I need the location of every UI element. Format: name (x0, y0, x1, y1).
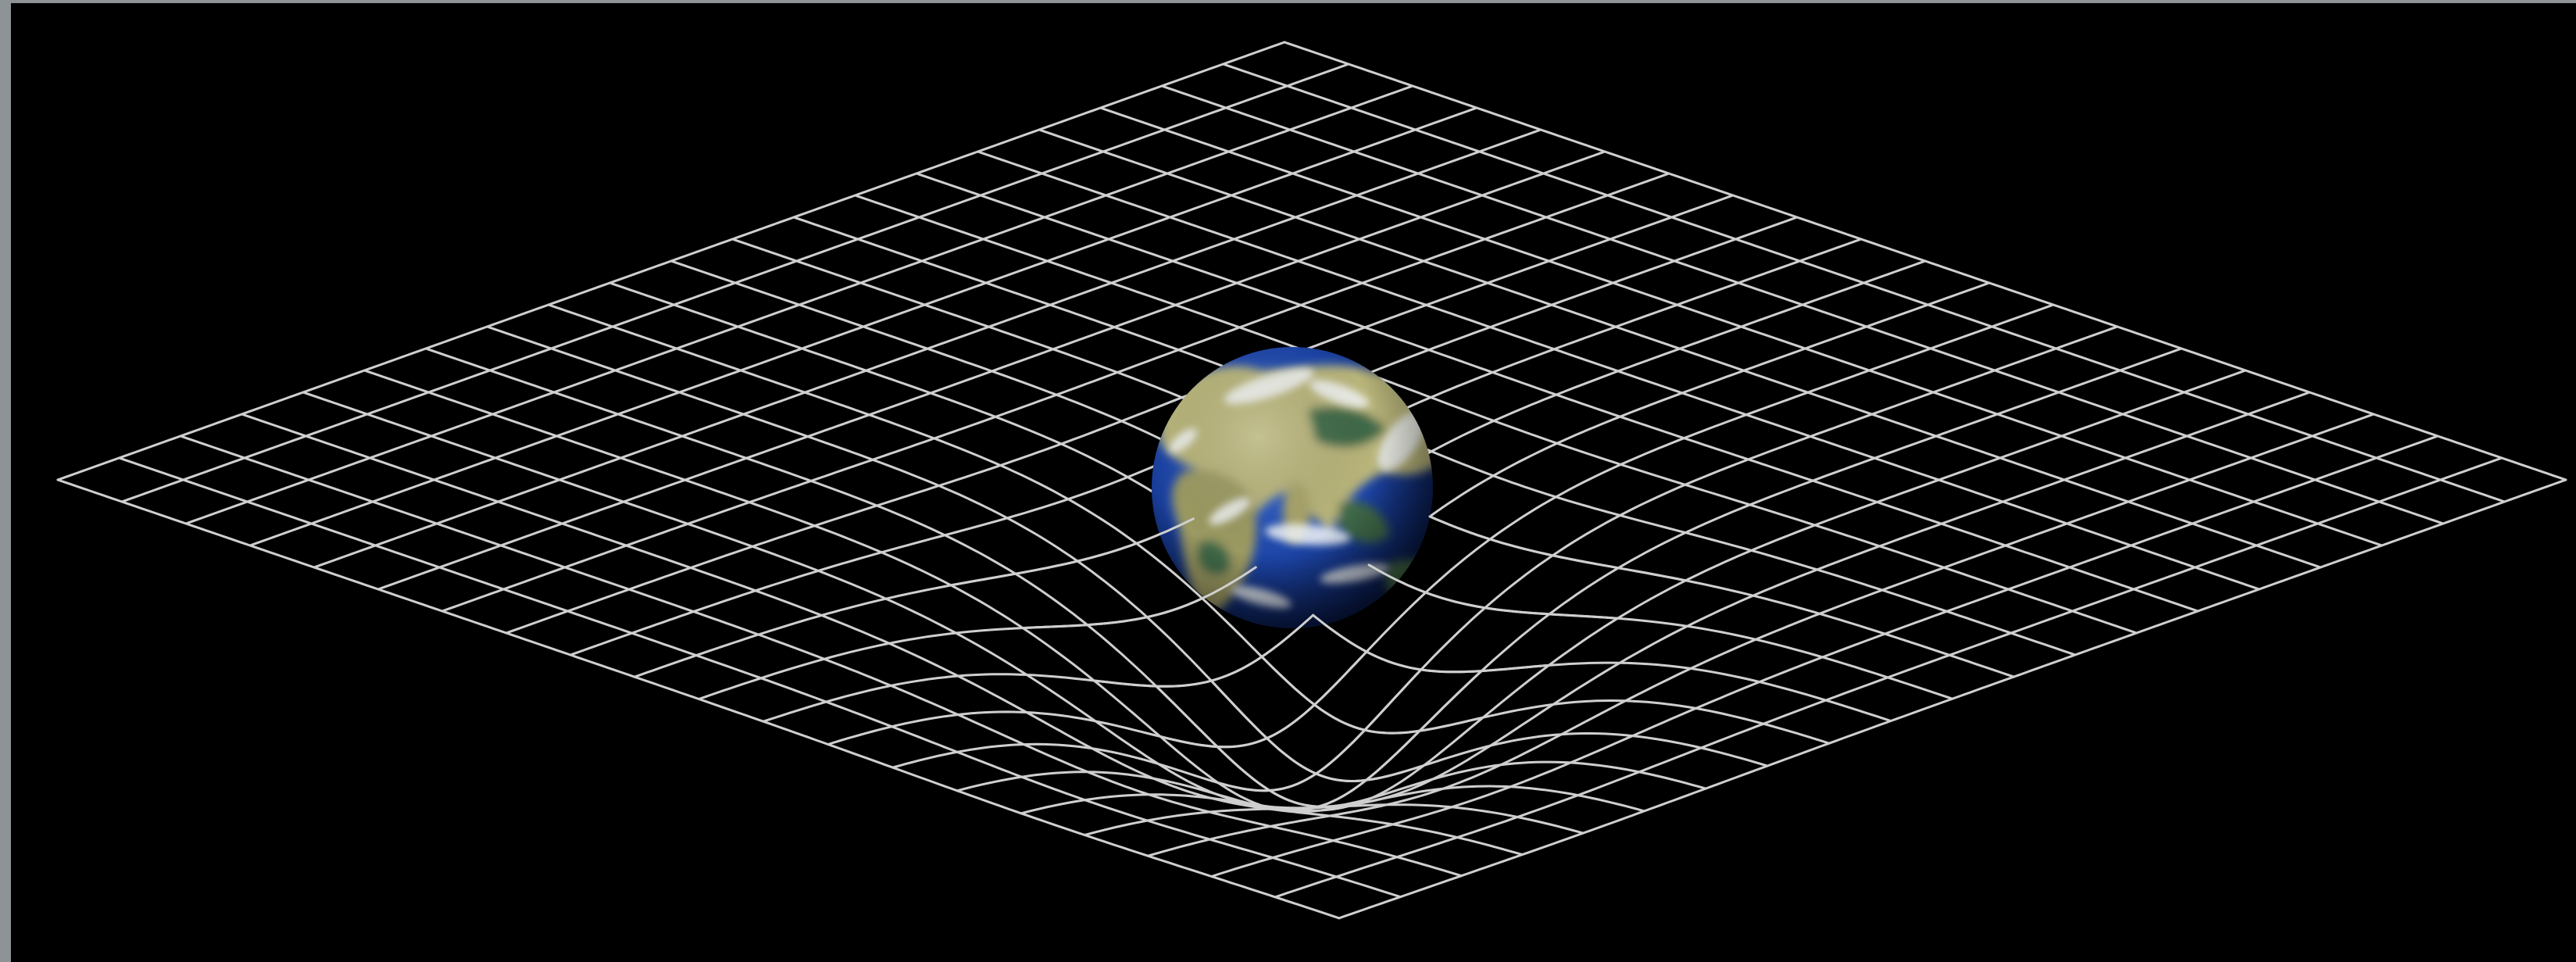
grid-line (302, 391, 1585, 835)
grid-line-front (1209, 679, 1425, 783)
grid-line (1338, 478, 2567, 920)
grid-line-front (1159, 650, 1368, 749)
grid-line (827, 303, 2055, 749)
spacetime-grid-front (949, 515, 1687, 811)
grid-line (1146, 413, 2375, 857)
grid-line (486, 325, 1769, 783)
grid-line-front (949, 517, 1195, 587)
grid-line (1210, 435, 2439, 878)
grid-line (179, 435, 1463, 878)
grid-line (1274, 456, 2503, 899)
grid-line-front (1155, 685, 1373, 808)
grid-line (956, 347, 2183, 811)
earth-globe (1152, 347, 1433, 628)
grid-line (891, 325, 2119, 792)
grid-line-front (1021, 566, 1257, 630)
grid-line (424, 347, 1707, 808)
spacetime-diagram (11, 3, 2576, 962)
grid-line (56, 478, 1341, 920)
grid-line (118, 456, 1402, 899)
grid-line-front (1367, 563, 1619, 620)
diagram-canvas (56, 41, 2567, 920)
grid-line (241, 413, 1524, 857)
grid-line-front (1428, 515, 1687, 582)
grid-line-front (1217, 668, 1423, 792)
grid-line-front (1268, 670, 1483, 811)
